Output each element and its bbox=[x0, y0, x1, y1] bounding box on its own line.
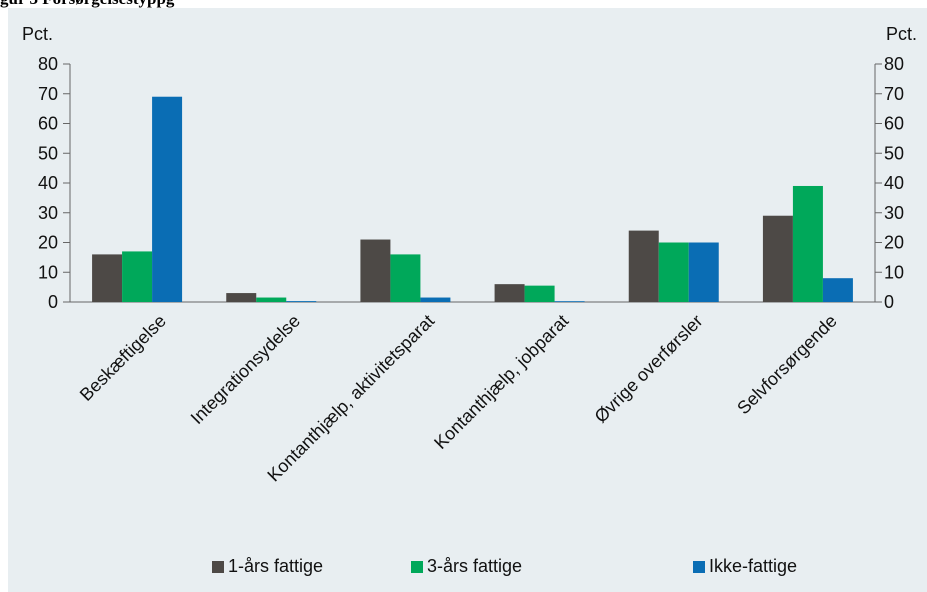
bar-1-4 bbox=[494, 284, 525, 302]
x-category-label: Selvforsørgende bbox=[733, 311, 841, 419]
y-tick-label-right: 10 bbox=[884, 262, 904, 282]
y-tick-label-left: 40 bbox=[38, 173, 58, 193]
bar-1-6 bbox=[762, 215, 793, 302]
x-category-label: Beskæftigelse bbox=[76, 311, 170, 405]
y-tick-label-right: 20 bbox=[884, 233, 904, 253]
y-tick-label-left: 60 bbox=[38, 114, 58, 134]
bar-3-4 bbox=[554, 301, 585, 302]
y-tick-label-right: 0 bbox=[884, 292, 894, 312]
legend-swatch bbox=[212, 560, 224, 573]
y-tick-label-left: 50 bbox=[38, 143, 58, 163]
legend-label: 1-års fattige bbox=[228, 556, 324, 576]
y-tick-label-left: 20 bbox=[38, 233, 58, 253]
y-tick-label-left: 10 bbox=[38, 262, 58, 282]
bar-1-2 bbox=[226, 293, 257, 302]
legend-label: 3-års fattige bbox=[427, 556, 523, 576]
legend-item-3: Ikke-fattige bbox=[693, 556, 797, 577]
bar-2-4 bbox=[524, 285, 555, 302]
y-tick-label-left: 80 bbox=[38, 54, 58, 74]
bar-2-2 bbox=[256, 297, 287, 302]
bar-1-5 bbox=[628, 230, 659, 302]
y-tick-label-left: 0 bbox=[48, 292, 58, 312]
y-tick-label-right: 60 bbox=[884, 114, 904, 134]
legend-label: Ikke-fattige bbox=[709, 556, 798, 576]
x-category-label: Integrationsydelse bbox=[187, 311, 304, 428]
bar-3-6 bbox=[822, 278, 853, 302]
legend-item-2: 3-års fattige bbox=[411, 556, 522, 577]
y-tick-label-right: 80 bbox=[884, 54, 904, 74]
bar-1-1 bbox=[92, 254, 123, 302]
y-tick-label-left: 30 bbox=[38, 203, 58, 223]
bar-3-3 bbox=[420, 297, 451, 302]
legend-swatch bbox=[693, 560, 705, 573]
x-category-label: Øvrige overførsler bbox=[591, 311, 707, 427]
y-tick-label-left: 70 bbox=[38, 84, 58, 104]
legend-swatch bbox=[411, 560, 423, 573]
bar-2-3 bbox=[390, 254, 421, 302]
bar-3-5 bbox=[688, 242, 719, 302]
chart-legend: 1-års fattige 3-års fattige Ikke-fattige bbox=[0, 556, 927, 580]
y-tick-label-right: 40 bbox=[884, 173, 904, 193]
bar-3-2 bbox=[286, 301, 317, 302]
y-tick-label-right: 70 bbox=[884, 84, 904, 104]
bar-2-6 bbox=[792, 185, 823, 302]
x-category-label: Kontanthjælp, jobparat bbox=[430, 311, 572, 453]
bar-1-3 bbox=[360, 239, 391, 302]
y-tick-label-right: 50 bbox=[884, 143, 904, 163]
y-axis-unit-left: Pct. bbox=[22, 24, 53, 44]
bar-3-1 bbox=[152, 96, 183, 302]
y-axis-unit-right: Pct. bbox=[886, 24, 917, 44]
legend-item-1: 1-års fattige bbox=[212, 556, 323, 577]
bar-2-1 bbox=[122, 251, 153, 302]
bar-2-5 bbox=[658, 242, 689, 302]
y-tick-label-right: 30 bbox=[884, 203, 904, 223]
figure-title: gur 3 Forsørgelsestyppg bbox=[0, 0, 174, 9]
